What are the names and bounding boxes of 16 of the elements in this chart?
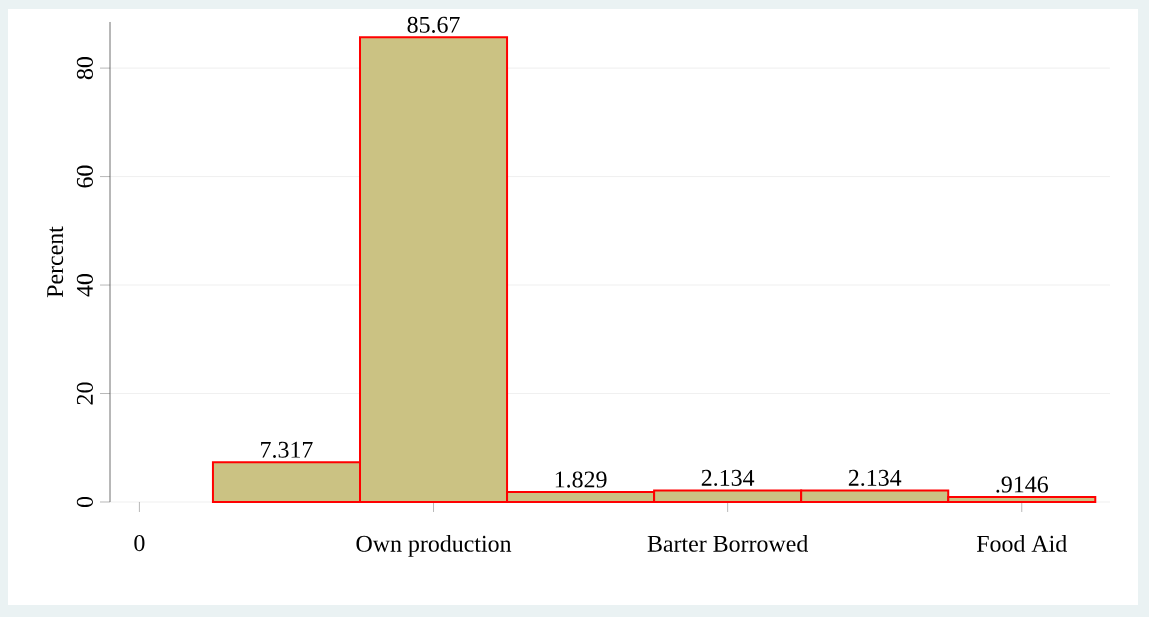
data-label: 2.134 — [701, 469, 755, 487]
x-tick-label: Barter Borrowed — [647, 535, 808, 552]
data-label: 85.67 — [407, 16, 460, 33]
data-label: 2.134 — [848, 469, 902, 487]
y-tick-label: 80 — [76, 57, 93, 80]
y-tick-label: 40 — [76, 274, 93, 297]
data-label: .9146 — [996, 476, 1048, 493]
y-tick-label: 60 — [76, 165, 93, 188]
y-tick-label: 20 — [76, 382, 93, 405]
data-label: 1.829 — [555, 471, 607, 488]
x-tick-label: Food Aid — [976, 535, 1067, 552]
x-tick-label: Own production — [356, 535, 512, 557]
data-label: 7.317 — [261, 441, 313, 458]
y-tick-label: 0 — [76, 496, 93, 508]
x-tick-label: 0 — [134, 535, 145, 552]
y-axis-title: Percent — [47, 226, 64, 298]
